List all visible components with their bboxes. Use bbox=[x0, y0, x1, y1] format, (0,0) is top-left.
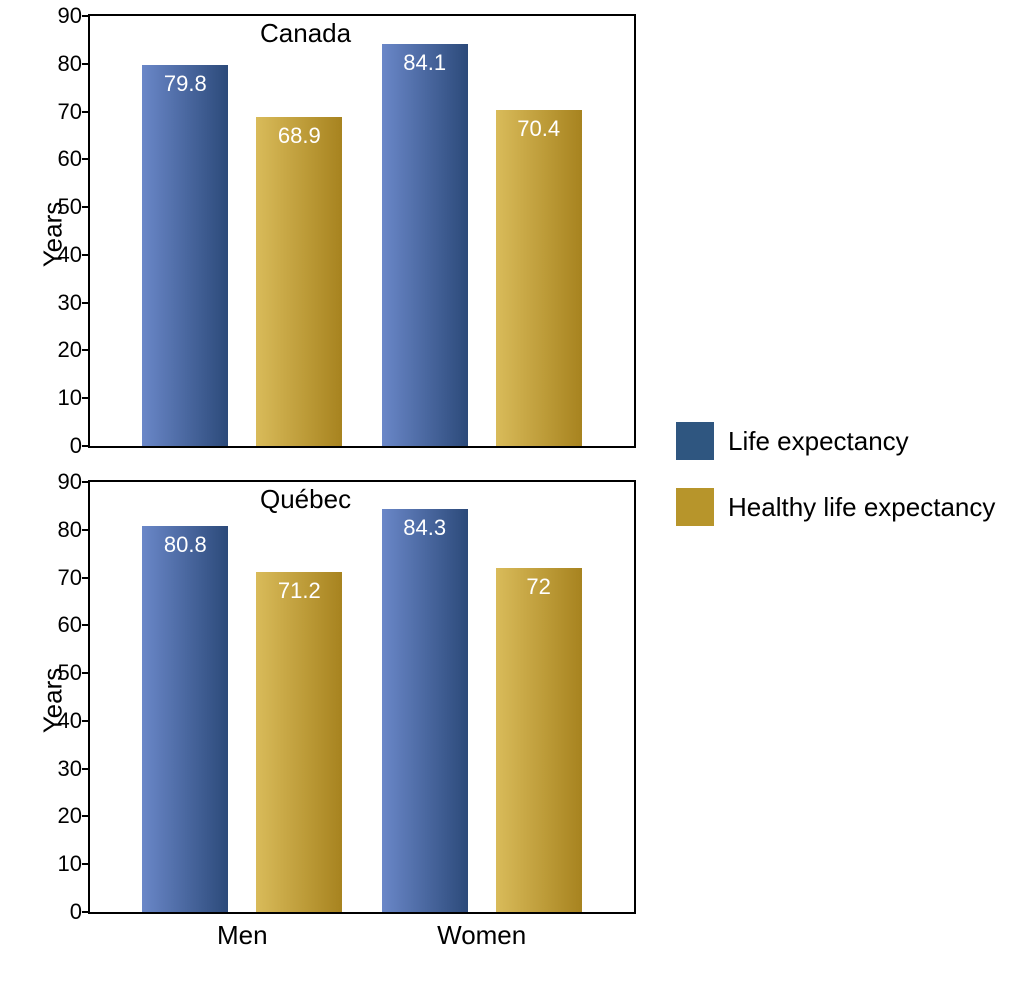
y-tick-mark bbox=[82, 815, 90, 817]
bar-life: 80.8 bbox=[142, 526, 228, 912]
panel-title: Québec bbox=[260, 484, 351, 515]
y-tick-mark bbox=[82, 302, 90, 304]
y-tick-mark bbox=[82, 15, 90, 17]
y-tick-mark bbox=[82, 768, 90, 770]
y-tick-mark bbox=[82, 254, 90, 256]
y-tick-mark bbox=[82, 111, 90, 113]
chart-panel-québec: Québec0102030405060708090Years80.871.2Me… bbox=[88, 480, 636, 914]
legend-label: Life expectancy bbox=[728, 426, 909, 457]
legend-label: Healthy life expectancy bbox=[728, 492, 995, 523]
legend-swatch-icon bbox=[676, 422, 714, 460]
bar-value-label: 80.8 bbox=[142, 532, 228, 558]
bar-value-label: 68.9 bbox=[256, 123, 342, 149]
bar-healthy: 71.2 bbox=[256, 572, 342, 912]
bar-life: 79.8 bbox=[142, 65, 228, 446]
page-root: Canada0102030405060708090Years79.868.984… bbox=[0, 0, 1024, 997]
bar-value-label: 84.3 bbox=[382, 515, 468, 541]
bar-life: 84.1 bbox=[382, 44, 468, 446]
bar-value-label: 72 bbox=[496, 574, 582, 600]
y-tick-mark bbox=[82, 529, 90, 531]
panel-title: Canada bbox=[260, 18, 351, 49]
y-axis-label: Years bbox=[37, 202, 68, 268]
bar-value-label: 71.2 bbox=[256, 578, 342, 604]
legend: Life expectancy Healthy life expectancy bbox=[676, 422, 995, 554]
chart-panel-canada: Canada0102030405060708090Years79.868.984… bbox=[88, 14, 636, 448]
legend-item: Healthy life expectancy bbox=[676, 488, 995, 526]
y-tick-mark bbox=[82, 445, 90, 447]
y-tick-mark bbox=[82, 720, 90, 722]
legend-item: Life expectancy bbox=[676, 422, 995, 460]
y-tick-mark bbox=[82, 349, 90, 351]
y-tick-mark bbox=[82, 863, 90, 865]
y-tick-mark bbox=[82, 481, 90, 483]
y-tick-mark bbox=[82, 158, 90, 160]
y-tick-mark bbox=[82, 577, 90, 579]
y-tick-mark bbox=[82, 911, 90, 913]
y-tick-mark bbox=[82, 672, 90, 674]
bar-value-label: 84.1 bbox=[382, 50, 468, 76]
y-tick-mark bbox=[82, 624, 90, 626]
y-axis-label: Years bbox=[37, 668, 68, 734]
bar-healthy: 72 bbox=[496, 568, 582, 912]
x-category-label: Women bbox=[437, 912, 526, 951]
bar-life: 84.3 bbox=[382, 509, 468, 912]
bar-value-label: 70.4 bbox=[496, 116, 582, 142]
bar-value-label: 79.8 bbox=[142, 71, 228, 97]
bar-healthy: 68.9 bbox=[256, 117, 342, 446]
y-tick-mark bbox=[82, 63, 90, 65]
y-tick-mark bbox=[82, 397, 90, 399]
x-category-label: Men bbox=[217, 912, 268, 951]
bar-healthy: 70.4 bbox=[496, 110, 582, 446]
legend-swatch-icon bbox=[676, 488, 714, 526]
y-tick-mark bbox=[82, 206, 90, 208]
